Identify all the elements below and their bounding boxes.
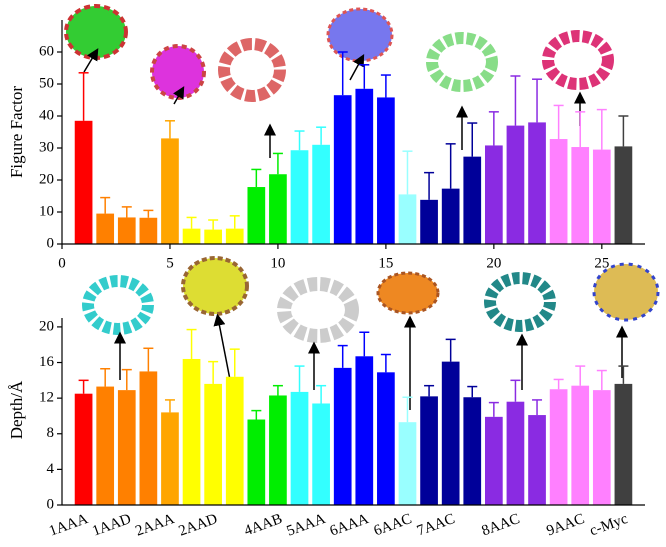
bar (484, 416, 503, 505)
bar (290, 150, 309, 244)
x-tick-label: c-Myc (588, 511, 631, 540)
x-tick-label: 9AAC (544, 511, 586, 539)
bar (398, 194, 417, 244)
y-tick-label: 40 (39, 107, 54, 123)
bar (549, 139, 568, 244)
y-tick-label: 4 (47, 461, 55, 477)
bar (225, 228, 244, 244)
bar (528, 122, 546, 244)
y-tick-label: 16 (39, 354, 55, 370)
bar (247, 419, 266, 505)
bar (333, 95, 352, 244)
bar (96, 386, 115, 505)
y-tick-label: 0 (47, 496, 55, 512)
x-tick-label: 1AAA (47, 511, 90, 540)
bar (377, 97, 395, 244)
bar (117, 217, 136, 244)
x-tick-label: 8AAC (480, 511, 522, 539)
bar (225, 376, 244, 505)
bar (398, 422, 417, 505)
bar (139, 371, 158, 505)
bar (74, 120, 93, 244)
bar (614, 146, 633, 244)
bar (463, 397, 482, 505)
x-tick-label: 15 (378, 255, 393, 271)
x-tick-label: 6AAA (328, 511, 371, 540)
bar (96, 213, 115, 244)
bar (290, 391, 309, 505)
bar (592, 390, 611, 505)
bar (182, 228, 201, 244)
x-tick-label: 2AAA (133, 511, 176, 540)
bar (182, 358, 201, 505)
bar (247, 187, 266, 244)
bar (355, 88, 374, 244)
x-tick-label: 0 (58, 255, 66, 271)
bar (571, 147, 590, 244)
bar (204, 383, 223, 505)
bar (506, 125, 525, 244)
bar (117, 390, 136, 505)
bar (312, 144, 330, 244)
bar (441, 361, 460, 505)
y-tick-label: 12 (39, 390, 54, 406)
bar (269, 395, 287, 505)
y-tick-label: 20 (39, 318, 54, 334)
bar (528, 415, 546, 505)
bar (592, 149, 611, 244)
bar (506, 401, 525, 505)
x-tick-label: 4AAB (242, 511, 284, 539)
bar (571, 385, 590, 505)
y-axis-label: Figure Factor (7, 86, 26, 178)
x-tick-label: 5AAA (285, 511, 328, 540)
molecule-images (64, 4, 660, 410)
bar (614, 383, 633, 505)
bar (74, 393, 93, 505)
y-tick-label: 8 (47, 425, 55, 441)
bar (441, 188, 460, 244)
y-tick-label: 60 (39, 43, 54, 59)
x-tick-label: 6AAC (372, 511, 414, 539)
y-tick-label: 30 (39, 139, 54, 155)
y-tick-label: 20 (39, 171, 54, 187)
bar (312, 403, 330, 505)
bar (269, 174, 287, 244)
bar (463, 156, 482, 244)
y-tick-label: 0 (47, 235, 55, 251)
bar (161, 138, 179, 244)
x-tick-label: 2AAD (177, 511, 220, 540)
bar (139, 217, 158, 244)
bar (549, 389, 568, 505)
bar (484, 145, 503, 244)
x-tick-label: 7AAC (415, 511, 457, 539)
bar (355, 356, 374, 505)
x-tick-label: 25 (594, 255, 609, 271)
x-tick-label: 1AAD (90, 511, 133, 540)
bar (161, 412, 179, 505)
bar (420, 396, 438, 505)
y-tick-label: 10 (39, 203, 54, 219)
bar (420, 199, 438, 244)
bar (333, 367, 352, 505)
y-axis-label: Depth/Å (7, 380, 26, 439)
y-tick-label: 50 (39, 75, 54, 91)
x-tick-label: 10 (270, 255, 285, 271)
x-tick-label: 5 (166, 255, 174, 271)
x-tick-label: 20 (486, 255, 501, 271)
bar (377, 372, 395, 505)
bar (204, 229, 223, 244)
